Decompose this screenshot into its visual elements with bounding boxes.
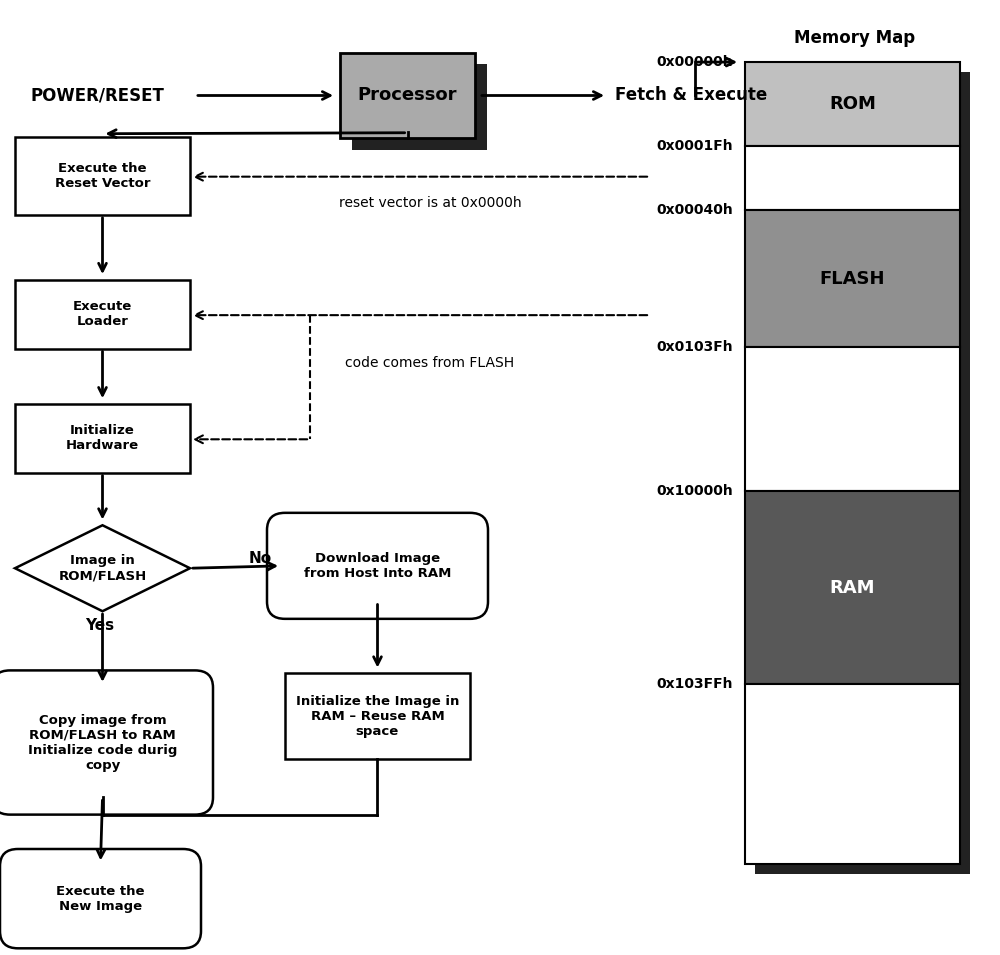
Text: code comes from FLASH: code comes from FLASH bbox=[345, 356, 515, 371]
FancyBboxPatch shape bbox=[15, 280, 190, 349]
FancyBboxPatch shape bbox=[745, 62, 960, 146]
FancyBboxPatch shape bbox=[285, 673, 470, 759]
FancyBboxPatch shape bbox=[745, 491, 960, 684]
Text: 0x00040h: 0x00040h bbox=[656, 203, 733, 218]
Text: 0x0001Fh: 0x0001Fh bbox=[656, 139, 733, 154]
Text: 0x10000h: 0x10000h bbox=[656, 484, 733, 499]
FancyBboxPatch shape bbox=[0, 670, 213, 815]
Text: Image in
ROM/FLASH: Image in ROM/FLASH bbox=[58, 554, 147, 583]
Text: Fetch & Execute: Fetch & Execute bbox=[615, 87, 767, 104]
FancyBboxPatch shape bbox=[755, 72, 970, 874]
Text: 0x0103Fh: 0x0103Fh bbox=[656, 340, 733, 354]
Polygon shape bbox=[15, 525, 190, 611]
FancyBboxPatch shape bbox=[267, 513, 488, 619]
Text: FLASH: FLASH bbox=[820, 269, 885, 287]
FancyBboxPatch shape bbox=[745, 146, 960, 210]
FancyBboxPatch shape bbox=[15, 137, 190, 215]
Text: Execute the
Reset Vector: Execute the Reset Vector bbox=[55, 161, 150, 190]
Text: Execute the
New Image: Execute the New Image bbox=[56, 884, 145, 913]
Text: Download Image
from Host Into RAM: Download Image from Host Into RAM bbox=[304, 552, 451, 580]
FancyBboxPatch shape bbox=[745, 684, 960, 864]
Text: Initialize the Image in
RAM – Reuse RAM
space: Initialize the Image in RAM – Reuse RAM … bbox=[296, 694, 459, 738]
Text: Processor: Processor bbox=[358, 87, 457, 104]
Text: Copy image from
ROM/FLASH to RAM
Initialize code durig
copy: Copy image from ROM/FLASH to RAM Initial… bbox=[28, 713, 177, 772]
Text: Yes: Yes bbox=[85, 618, 115, 633]
FancyBboxPatch shape bbox=[15, 404, 190, 473]
FancyBboxPatch shape bbox=[340, 53, 475, 138]
Text: reset vector is at 0x0000h: reset vector is at 0x0000h bbox=[339, 196, 521, 210]
Text: ROM: ROM bbox=[829, 96, 876, 114]
FancyBboxPatch shape bbox=[745, 210, 960, 347]
Text: No: No bbox=[248, 551, 272, 566]
Text: 0x00000h: 0x00000h bbox=[656, 55, 733, 69]
Text: 0x103FFh: 0x103FFh bbox=[656, 677, 733, 690]
FancyBboxPatch shape bbox=[0, 849, 201, 948]
FancyBboxPatch shape bbox=[745, 347, 960, 491]
FancyBboxPatch shape bbox=[352, 64, 487, 150]
Text: POWER/RESET: POWER/RESET bbox=[30, 87, 164, 104]
Text: RAM: RAM bbox=[830, 579, 875, 597]
Text: Execute
Loader: Execute Loader bbox=[73, 300, 132, 329]
Text: Initialize
Hardware: Initialize Hardware bbox=[66, 424, 139, 453]
Text: Memory Map: Memory Map bbox=[794, 29, 916, 47]
